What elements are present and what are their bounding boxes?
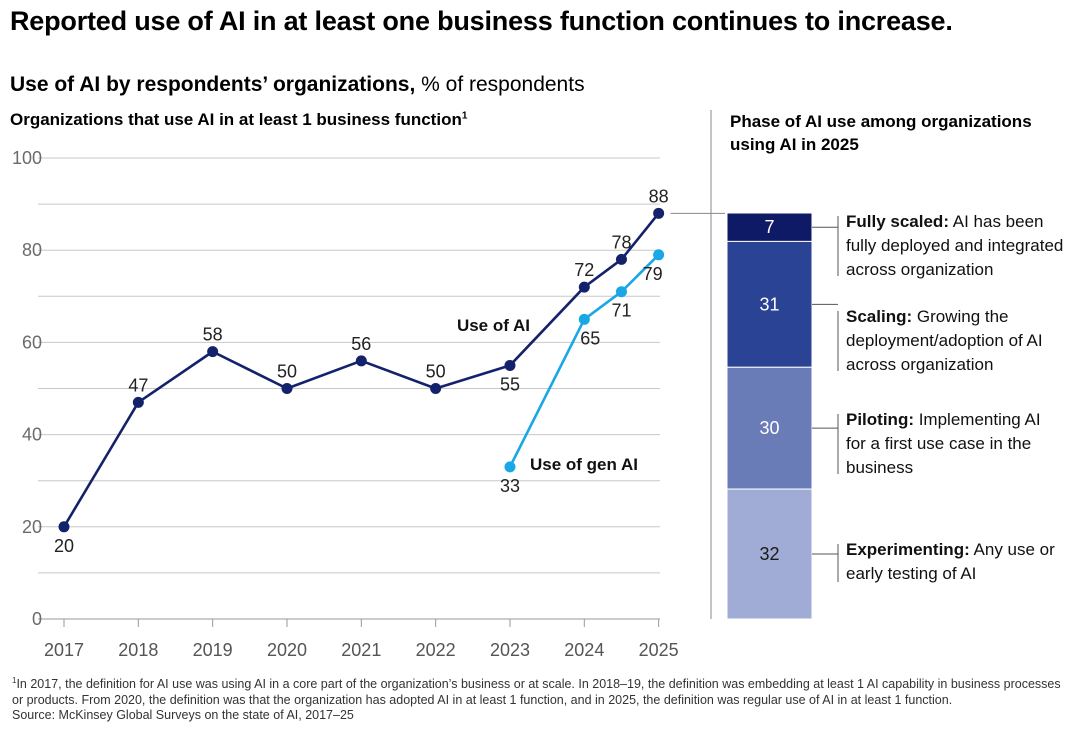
use-of-ai-point <box>430 383 442 394</box>
y-tick-label: 80 <box>22 240 42 260</box>
footnote-text: 1In 2017, the definition for AI use was … <box>12 673 1062 708</box>
footnote-body: In 2017, the definition for AI use was u… <box>12 677 1061 707</box>
footnote-text-marker: 1 <box>12 676 17 685</box>
data-label: 20 <box>54 536 74 556</box>
data-label: 47 <box>128 375 148 395</box>
phase-description: Implementing AI for a first use case in … <box>846 410 1041 477</box>
data-label: 58 <box>203 325 223 345</box>
left-chart-title-text: Organizations that use AI in at least 1 … <box>10 110 462 129</box>
phase-description: AI has been fully deployed and integrate… <box>846 212 1064 279</box>
x-tick-label: 2022 <box>416 640 456 660</box>
phase-term: Experimenting: <box>846 540 970 559</box>
use-of-ai-point <box>207 346 219 358</box>
use-of-ai-point <box>653 207 665 219</box>
use-of-ai-point <box>58 521 70 533</box>
data-label: 50 <box>426 362 446 382</box>
phase-label: Experimenting: Any use or early testing … <box>846 538 1060 586</box>
use-of-ai-point <box>355 355 367 367</box>
data-label: 78 <box>611 232 631 252</box>
x-tick-label: 2021 <box>341 640 381 660</box>
left-chart-title: Organizations that use AI in at least 1 … <box>10 110 467 130</box>
x-tick-label: 2018 <box>118 640 158 660</box>
phase-label: Fully scaled: AI has been fully deployed… <box>846 210 1072 282</box>
data-label: 50 <box>277 362 297 382</box>
series-label-use-of-ai: Use of AI <box>457 316 530 335</box>
x-tick-label: 2023 <box>490 640 530 660</box>
segment-value-label: 32 <box>759 544 779 564</box>
x-tick-label: 2025 <box>639 640 679 660</box>
x-tick-label: 2024 <box>564 640 604 660</box>
subtitle-normal: % of respondents <box>415 73 585 96</box>
data-label: 33 <box>500 476 520 496</box>
footnote: 1In 2017, the definition for AI use was … <box>12 673 1062 724</box>
headline: Reported use of AI in at least one busin… <box>10 6 953 36</box>
data-label: 65 <box>580 328 600 348</box>
phase-term: Fully scaled: <box>846 212 949 231</box>
footnote-marker: 1 <box>461 110 468 122</box>
y-tick-label: 20 <box>22 517 42 537</box>
subtitle-bold: Use of AI by respondents’ organizations, <box>10 73 416 96</box>
use-of-ai-point <box>132 396 144 408</box>
use-of-ai-point <box>578 281 590 293</box>
data-label: 72 <box>574 260 594 280</box>
phase-description: Growing the deployment/adoption of AI ac… <box>846 307 1043 374</box>
segment-value-label: 30 <box>759 418 779 438</box>
x-tick-label: 2019 <box>193 640 233 660</box>
data-label: 55 <box>500 374 520 394</box>
use-of-gen-ai-point <box>615 286 627 298</box>
y-tick-label: 40 <box>22 425 42 445</box>
use-of-gen-ai-point <box>653 249 665 261</box>
data-label: 71 <box>611 301 631 321</box>
stacked-bar-segment <box>726 488 813 620</box>
use-of-gen-ai-point <box>504 461 516 473</box>
stacked-bar-segment <box>726 212 813 242</box>
phase-label: Piloting: Implementing AI for a first us… <box>846 408 1060 480</box>
data-label: 88 <box>649 186 669 206</box>
stacked-bar-segment <box>726 366 813 490</box>
use-of-gen-ai-line <box>508 253 660 468</box>
data-label: 56 <box>351 334 371 354</box>
chart-subtitle: Use of AI by respondents’ organizations,… <box>10 73 585 97</box>
y-tick-label: 60 <box>22 332 42 352</box>
x-tick-label: 2017 <box>44 640 84 660</box>
right-chart-title: Phase of AI use among organizations usin… <box>730 112 1032 154</box>
source-text: Source: McKinsey Global Surveys on the s… <box>12 708 354 723</box>
phase-term: Piloting: <box>846 410 914 429</box>
segment-value-label: 7 <box>764 217 774 237</box>
x-tick-label: 2020 <box>267 640 307 660</box>
use-of-gen-ai-point <box>578 313 590 325</box>
use-of-ai-point <box>281 383 293 394</box>
phase-description: Any use or early testing of AI <box>846 540 1055 583</box>
phase-label: Scaling: Growing the deployment/adoption… <box>846 305 1060 377</box>
use-of-ai-point <box>615 253 627 265</box>
phase-term: Scaling: <box>846 307 913 326</box>
use-of-ai-line <box>62 212 660 528</box>
data-label: 79 <box>643 264 663 284</box>
segment-value-label: 31 <box>759 294 779 314</box>
use-of-ai-point <box>504 359 516 371</box>
y-tick-label: 0 <box>32 609 42 629</box>
y-tick-label: 100 <box>12 148 42 168</box>
series-label-use-of-gen-ai: Use of gen AI <box>530 455 638 474</box>
